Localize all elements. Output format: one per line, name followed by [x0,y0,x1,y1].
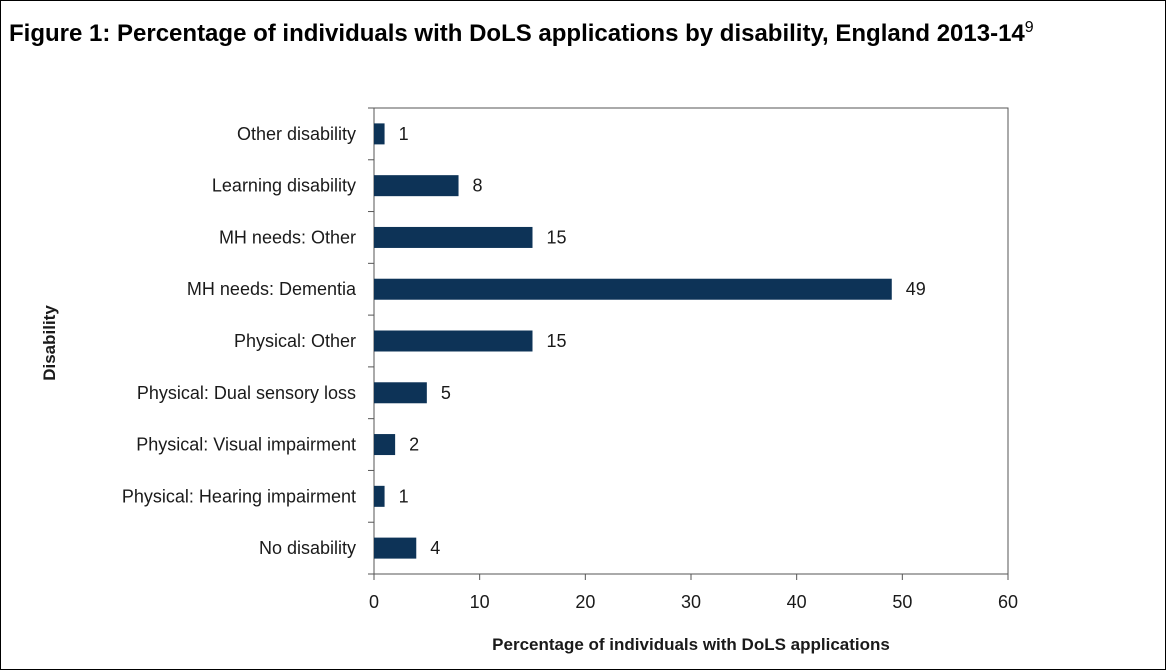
value-label: 1 [399,124,409,144]
value-label: 4 [430,538,440,558]
figure-footnote-marker: 9 [1024,19,1034,36]
y-axis-title: Disability [40,305,59,381]
bar [374,278,892,300]
bar [374,537,417,559]
bar [374,382,427,404]
x-tick-label: 20 [575,592,595,612]
bar [374,330,533,352]
x-ticks-group: 0 10 20 30 40 50 60 [369,574,1018,612]
x-tick-label: 0 [369,592,379,612]
bar [374,226,533,248]
value-label: 2 [409,435,419,455]
x-axis-title: Percentage of individuals with DoLS appl… [492,635,890,654]
bar [374,123,385,145]
bar [374,434,396,456]
x-tick-label: 40 [787,592,807,612]
value-label: 49 [906,279,926,299]
category-label: Physical: Other [234,331,356,351]
category-label: No disability [259,538,356,558]
x-tick-label: 10 [470,592,490,612]
value-label: 5 [441,383,451,403]
category-label: MH needs: Other [219,227,356,247]
bar [374,175,459,197]
figure-title-text: Figure 1: Percentage of individuals with… [9,20,1025,47]
category-label: MH needs: Dementia [187,279,357,299]
category-label: Physical: Dual sensory loss [137,383,356,403]
value-label: 8 [473,176,483,196]
category-label: Physical: Hearing impairment [122,486,356,506]
figure-title: Figure 1: Percentage of individuals with… [9,15,1159,53]
value-label: 15 [547,331,567,351]
bar [374,485,385,507]
value-label: 15 [547,227,567,247]
category-label: Learning disability [212,176,356,196]
value-label: 1 [399,486,409,506]
bars-group: Other disability 1 Learning disability 8 MH … [122,107,926,575]
x-tick-label: 60 [998,592,1018,612]
x-tick-label: 30 [681,592,701,612]
category-label: Other disability [237,124,356,144]
x-tick-label: 50 [892,592,912,612]
category-label: Physical: Visual impairment [136,435,356,455]
